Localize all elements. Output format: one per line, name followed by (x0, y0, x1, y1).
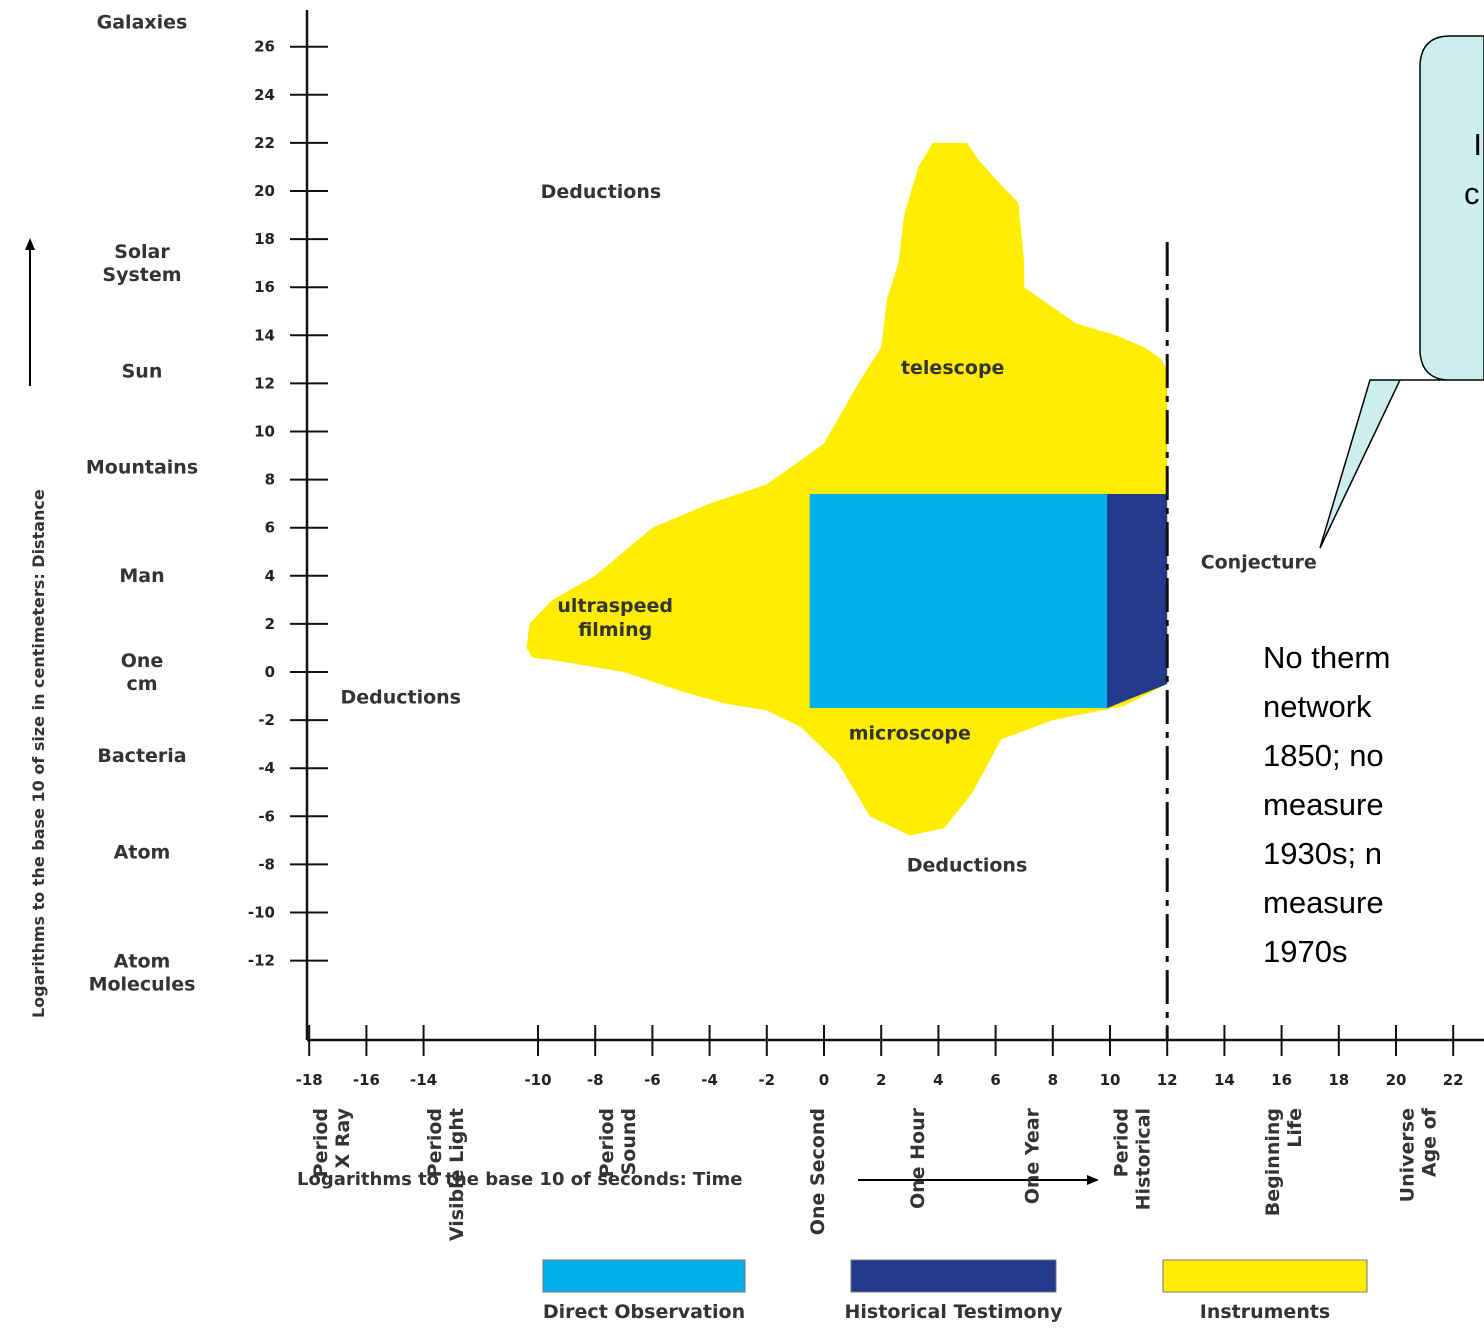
x-tick-label: 22 (1443, 1071, 1464, 1089)
region-label-ultraspeed: ultraspeed (557, 595, 673, 617)
y-tick-label: 2 (265, 615, 275, 633)
y-category-atom-molecules: Atom Molecules (89, 951, 196, 996)
y-tick-label: -2 (258, 711, 275, 729)
x-tick-label: 6 (990, 1071, 1000, 1089)
y-category-mountains: Mountains (86, 457, 198, 479)
y-tick-label: -4 (258, 759, 275, 777)
x-tick-label: 14 (1214, 1071, 1235, 1089)
y-tick-label: 8 (265, 471, 275, 489)
region-label-filming: filming (578, 619, 652, 641)
callout-bubble (1319, 35, 1484, 549)
x-axis-title: Logarithms to the base 10 of seconds: Ti… (297, 1169, 742, 1190)
y-tick-label: 20 (254, 182, 275, 200)
region-label-deductions: Deductions (907, 855, 1028, 877)
x-tick-label: -18 (296, 1071, 323, 1089)
x-tick-label: 10 (1100, 1071, 1121, 1089)
region-label-deductions: Deductions (541, 181, 662, 203)
y-tick-label: 0 (265, 663, 275, 681)
y-category-sun: Sun (122, 360, 163, 382)
region-label-microscope: microscope (849, 722, 971, 744)
legend-swatch-historical-testimony (850, 1259, 1057, 1293)
x-tick-label: -10 (524, 1071, 551, 1089)
x-tick-label: 12 (1157, 1071, 1178, 1089)
x-tick-label: 20 (1386, 1071, 1407, 1089)
region-label-deductions: Deductions (340, 686, 461, 708)
legend-label-instruments: Instruments (1200, 1301, 1331, 1323)
x-category-sound-period: SoundPeriod (596, 1108, 640, 1177)
region-instruments (526, 142, 1168, 836)
callout: Ic No therm network 1850; no measure 1930s; n… (1263, 35, 1484, 969)
callout-bubble-text: c (1464, 176, 1480, 211)
x-category-one-second: One Second (807, 1108, 829, 1235)
x-category-x-ray-period: X RayPeriod (310, 1107, 354, 1177)
legend-label-direct-observation: Direct Observation (543, 1301, 745, 1323)
x-category-life-beginning: LifeBeginning (1262, 1108, 1306, 1216)
callout-note-line: 1970s (1263, 934, 1347, 969)
x-category-one-year: One Year (1022, 1107, 1044, 1204)
x-category-age-of-universe: Age ofUniverse (1397, 1107, 1441, 1202)
y-category-solar-system: Solar System (102, 241, 181, 286)
y-tick-label: 18 (254, 230, 275, 248)
y-tick-label: 24 (254, 86, 275, 104)
callout-note-line: No therm (1263, 640, 1390, 675)
callout-note-line: 1850; no (1263, 738, 1384, 773)
callout-note-line: measure (1263, 787, 1384, 822)
labels-layer: Galaxies Solar System Sun Mountains Man One cm B… (86, 12, 1441, 1242)
x-tick-label: 8 (1048, 1071, 1058, 1089)
y-tick-label: 26 (254, 38, 275, 56)
y-tick-label: -6 (258, 807, 275, 825)
x-tick-label: 0 (819, 1071, 829, 1089)
callout-note-line: 1930s; n (1263, 836, 1382, 871)
y-category-bacteria: Bacteria (97, 745, 186, 767)
y-tick-label: 10 (254, 423, 275, 441)
y-tick-label: 4 (265, 567, 275, 585)
legend-swatch-direct-observation (542, 1259, 746, 1293)
region-historical-testimony (1107, 494, 1168, 709)
y-category-one-cm: One cm (121, 650, 164, 695)
region-label-conjecture: Conjecture (1201, 552, 1317, 574)
y-category-man: Man (119, 565, 164, 587)
x-tick-label: -2 (758, 1071, 775, 1089)
legend-label-historical-testimony: Historical Testimony (845, 1301, 1064, 1323)
y-tick-label: 14 (254, 326, 275, 344)
y-tick-label: 16 (254, 278, 275, 296)
x-tick-label: -16 (353, 1071, 380, 1089)
x-tick-label: 4 (933, 1071, 943, 1089)
x-category-historical-period: HistoricalPeriod (1111, 1108, 1155, 1210)
legend-swatch-instruments (1162, 1259, 1368, 1293)
x-category-one-hour: One Hour (907, 1107, 929, 1209)
x-tick-label: -6 (644, 1071, 661, 1089)
y-tick-label: 22 (254, 134, 275, 152)
y-category-atom: Atom (114, 841, 171, 863)
axes-layer: 26242220181614121086420-2-4-6-8-10-12-18… (25, 10, 1484, 1190)
y-tick-label: 6 (265, 519, 275, 537)
x-tick-label: 16 (1271, 1071, 1292, 1089)
region-direct-observation (809, 494, 1108, 709)
x-tick-label: -8 (587, 1071, 604, 1089)
callout-note-line: measure (1263, 885, 1384, 920)
x-category-visible-light-period: Visible LightPeriod (424, 1108, 468, 1241)
x-tick-label: 2 (876, 1071, 886, 1089)
y-tick-label: -8 (258, 855, 275, 873)
y-category-galaxies: Galaxies (97, 12, 188, 34)
region-label-telescope: telescope (901, 357, 1004, 379)
legend: Direct Observation Historical Testimony In… (542, 1259, 1368, 1323)
y-axis-title: Logarithms to the base 10 of size in cen… (29, 489, 48, 1018)
y-tick-label: 12 (254, 374, 275, 392)
x-tick-label: -4 (701, 1071, 718, 1089)
x-tick-label: -14 (410, 1071, 437, 1089)
callout-note-line: network (1263, 689, 1372, 724)
regions-layer (526, 142, 1169, 1040)
y-tick-label: -10 (248, 904, 275, 922)
callout-bubble-text: I (1473, 127, 1482, 162)
x-tick-label: 18 (1328, 1071, 1349, 1089)
y-tick-label: -12 (248, 952, 275, 970)
